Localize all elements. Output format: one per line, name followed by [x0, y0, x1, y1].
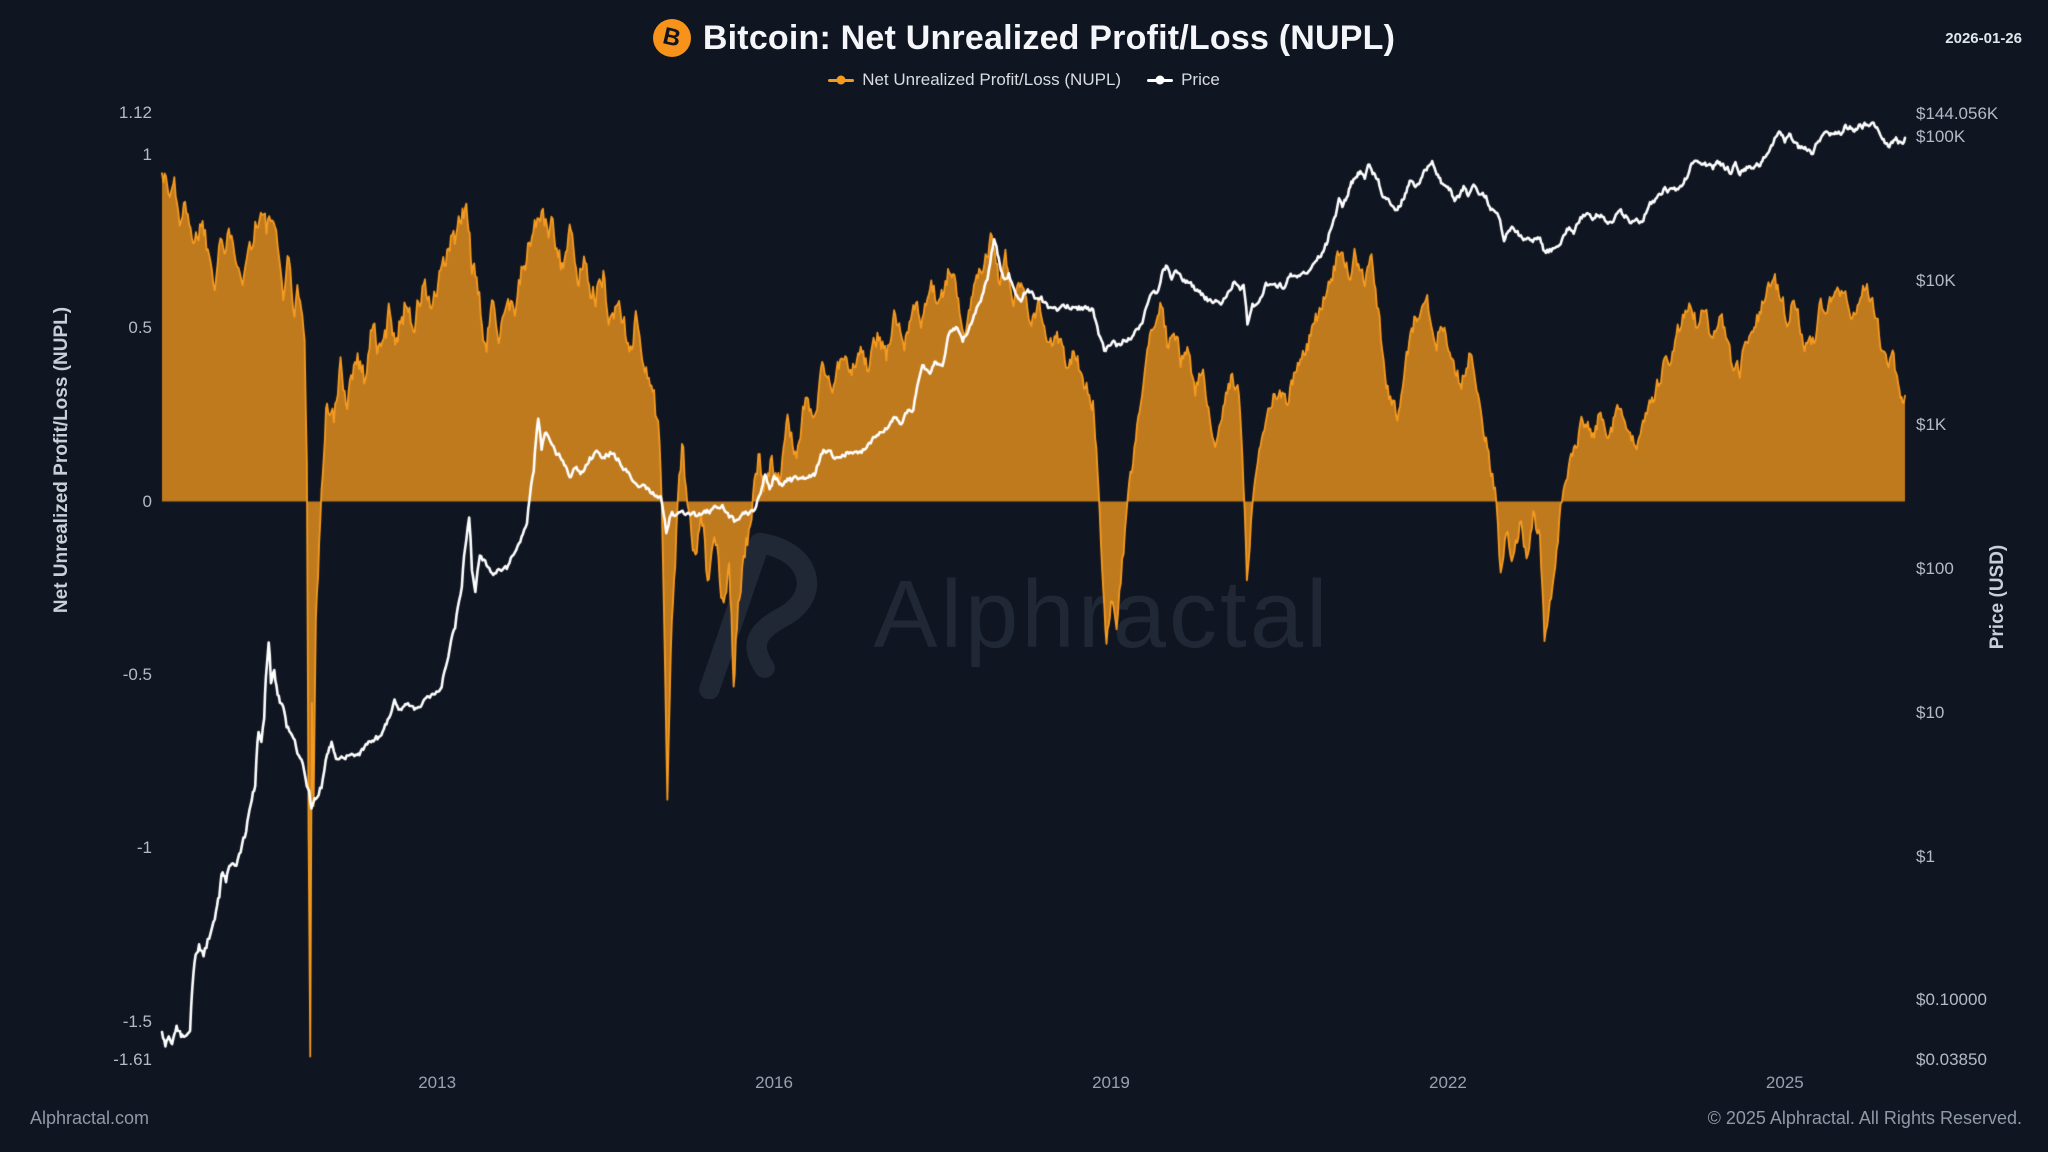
- left-axis-tick: -1.61: [113, 1050, 152, 1069]
- left-axis-tick: 0: [142, 491, 152, 511]
- x-axis-tick: 2019: [1092, 1073, 1130, 1092]
- price-legend-marker-icon: [1147, 78, 1174, 82]
- x-axis-tick: 2016: [755, 1073, 793, 1092]
- right-axis-tick: $0.03850: [1916, 1050, 1987, 1070]
- x-axis-tick: 2013: [418, 1073, 457, 1092]
- bitcoin-icon: B: [652, 19, 691, 57]
- right-axis-tick: $10K: [1916, 270, 1956, 290]
- x-axis-tick: 2025: [1765, 1073, 1804, 1092]
- x-axis-tick: 2022: [1428, 1073, 1467, 1092]
- right-axis-title: Price (USD): [1987, 544, 2008, 650]
- right-axis-tick: $100K: [1916, 127, 1966, 146]
- legend: Net Unrealized Profit/Loss (NUPL) Price: [0, 70, 2048, 90]
- left-axis-tick: -1.5: [122, 1011, 152, 1031]
- footer-site-link[interactable]: Alphractal.com: [30, 1108, 150, 1128]
- legend-item-price[interactable]: Price: [1147, 70, 1220, 90]
- date-stamp: 2026-01-26: [1945, 30, 2022, 47]
- right-axis-tick: $144.056K: [1916, 104, 1999, 124]
- left-axis-title: Net Unrealized Profit/Loss (NUPL): [51, 306, 72, 614]
- page-title: Bitcoin: Net Unrealized Profit/Loss (NUP…: [702, 18, 1396, 57]
- footer-copyright: © 2025 Alphractal. All Rights Reserved.: [1707, 1108, 2022, 1128]
- right-axis-tick: $0.10000: [1916, 990, 1987, 1010]
- left-axis-tick: 1: [142, 144, 152, 164]
- legend-label-price: Price: [1181, 70, 1220, 89]
- left-axis-tick: -0.5: [122, 664, 152, 684]
- left-axis-tick: -1: [136, 838, 152, 858]
- right-axis-tick: $1: [1916, 846, 1935, 866]
- legend-label-nupl: Net Unrealized Profit/Loss (NUPL): [862, 70, 1122, 89]
- legend-item-nupl[interactable]: Net Unrealized Profit/Loss (NUPL): [828, 70, 1121, 90]
- left-axis-tick: 1.12: [118, 103, 152, 122]
- nupl-legend-marker-icon: [828, 78, 855, 82]
- left-axis-tick: 0.5: [128, 318, 152, 338]
- right-axis-tick: $100: [1916, 558, 1954, 578]
- right-axis-tick: $1K: [1916, 414, 1947, 434]
- right-axis-tick: $10: [1916, 702, 1945, 722]
- chart-header: B Bitcoin: Net Unrealized Profit/Loss (N…: [0, 12, 2048, 64]
